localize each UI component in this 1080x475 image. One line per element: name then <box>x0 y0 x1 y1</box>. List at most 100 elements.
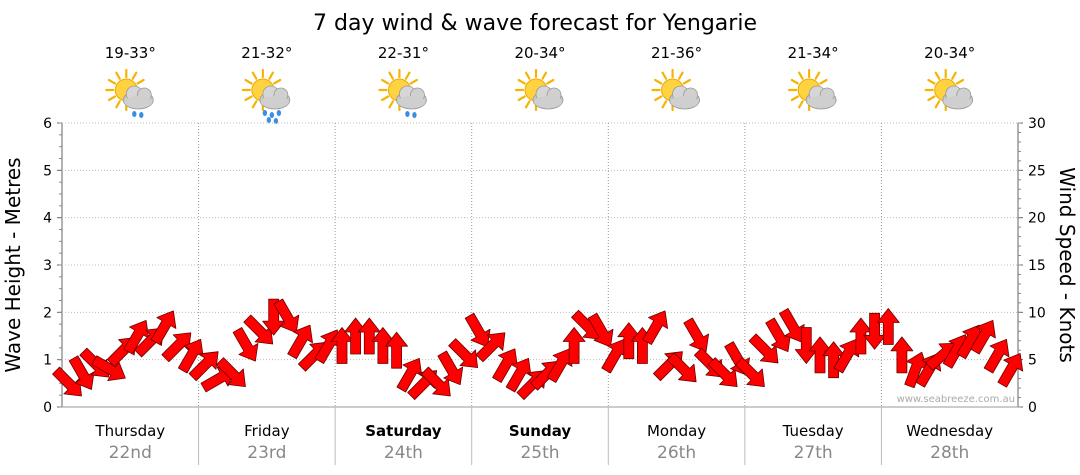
sun-ray <box>388 71 395 80</box>
temperature-range-label: 21-36° <box>651 44 702 62</box>
left-tick-label: 1 <box>43 353 52 369</box>
day-date-label: 25th <box>520 443 559 463</box>
sun-ray <box>546 78 555 85</box>
wind-arrow-shape <box>587 312 614 348</box>
day-name-label: Wednesday <box>906 422 993 440</box>
sun-ray <box>524 100 531 109</box>
sun-ray <box>244 78 253 85</box>
right-tick-label: 10 <box>1028 305 1046 321</box>
left-axis-title: Wave Height - Metres <box>1 157 25 372</box>
wind-arrow <box>642 310 669 345</box>
sun-ray <box>951 71 957 80</box>
day-name-label: Thursday <box>94 422 165 440</box>
wind-arrow <box>765 317 791 352</box>
sun-ray <box>541 71 548 80</box>
temperature-range-label: 21-34° <box>788 44 839 62</box>
wind-arrow-shape <box>330 327 354 364</box>
wind-arrow-shape <box>177 338 204 374</box>
wind-arrow-shape <box>262 298 286 336</box>
wind-arrow <box>68 355 95 390</box>
wind-arrow <box>983 338 1010 374</box>
wind-arrow-shape <box>437 350 464 386</box>
wind-arrow <box>748 333 779 364</box>
grid <box>61 122 1019 465</box>
wind-arrow <box>890 336 914 374</box>
wind-arrow-shape <box>849 317 873 355</box>
day-date-label: 23rd <box>247 443 286 463</box>
day-name-label: Sunday <box>509 422 572 440</box>
day-date-label: 24th <box>384 443 423 463</box>
sun-ray <box>934 100 941 109</box>
wind-arrow <box>188 351 219 382</box>
sun-ray <box>927 95 936 102</box>
wind-arrow <box>666 352 697 383</box>
wind-arrow <box>822 341 845 379</box>
left-tick-label: 0 <box>43 400 52 416</box>
sun-ray <box>677 71 684 80</box>
sun-cloud-showers-icon <box>378 68 427 118</box>
wind-arrow <box>562 327 586 364</box>
sun-ray <box>661 71 668 80</box>
wind-arrow-shape <box>357 317 381 355</box>
sun-ray <box>661 100 668 109</box>
wind-arrow <box>492 348 518 383</box>
wind-arrow <box>357 317 381 355</box>
wind-arrow-shape <box>396 357 423 393</box>
day-date-label: 28th <box>930 443 969 463</box>
left-tick-label: 3 <box>43 258 52 274</box>
left-tick-label: 4 <box>43 211 52 227</box>
temperature-range-label: 22-31° <box>378 44 429 62</box>
rain-drop <box>262 110 268 116</box>
wind-arrow <box>808 336 832 374</box>
sun-ray <box>107 78 117 85</box>
wind-arrow <box>161 332 192 363</box>
day-name-label: Saturday <box>365 422 442 440</box>
wind-arrow-shape <box>161 332 192 363</box>
cloud-base <box>943 96 972 108</box>
sun-ray <box>409 78 418 85</box>
wind-arrow-shape <box>68 355 95 390</box>
wind-arrow-shape <box>562 327 586 364</box>
wind-arrow <box>243 314 274 345</box>
wind-arrow <box>475 332 506 363</box>
wind-arrow <box>437 350 464 386</box>
wind-arrow-shape <box>385 331 409 369</box>
wind-arrow-shape <box>822 341 845 379</box>
cloud-base <box>397 96 426 108</box>
sun-ray <box>654 95 663 102</box>
rain-drop <box>139 112 144 118</box>
wind-arrow <box>385 331 409 369</box>
sun-cloud-icon <box>924 68 974 112</box>
sun-ray <box>268 71 274 80</box>
day-name-label: Monday <box>647 422 706 440</box>
wind-arrow-shape <box>287 324 313 360</box>
sun-cloud-icon <box>651 68 700 112</box>
wind-arrow-shape <box>997 353 1024 388</box>
sun-ray <box>798 71 804 80</box>
wind-arrow <box>876 308 900 345</box>
sun-ray <box>517 95 526 102</box>
credit-label: www.seabreeze.com.au <box>897 394 1015 405</box>
wind-arrow <box>123 320 150 355</box>
wind-arrow-shape <box>371 327 395 364</box>
wind-arrow <box>617 322 641 360</box>
sun-ray <box>131 71 138 80</box>
temperature-range-label: 21-32° <box>241 44 292 62</box>
sun-ray <box>819 78 828 85</box>
rain-drop <box>273 118 279 124</box>
sun-ray <box>381 78 390 85</box>
wind-arrow <box>344 317 368 355</box>
sun-ray <box>682 78 691 85</box>
sun-ray <box>955 78 965 85</box>
wind-arrow <box>707 357 738 388</box>
wind-arrow <box>396 357 423 393</box>
cloud-base <box>534 96 562 108</box>
right-tick-label: 30 <box>1028 116 1046 132</box>
right-tick-label: 25 <box>1028 163 1046 179</box>
left-tick-label: 6 <box>43 116 52 132</box>
wind-arrow-shape <box>748 333 779 364</box>
wind-arrow-shape <box>123 320 150 355</box>
sun-ray <box>517 78 526 85</box>
wind-arrow <box>150 310 177 345</box>
